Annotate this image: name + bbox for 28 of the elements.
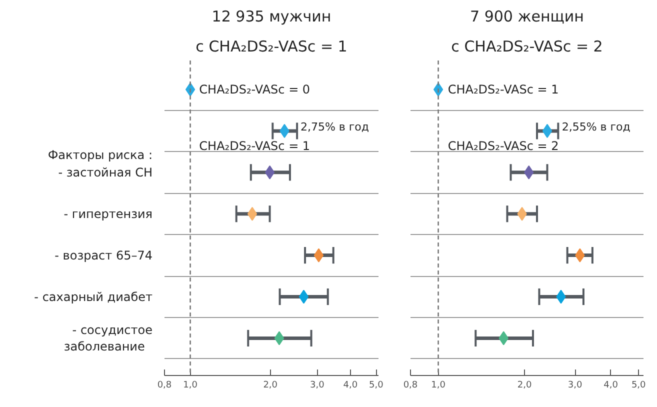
y-tick-label: - сахарный диабет [34, 290, 153, 304]
annotation: CHA₂DS₂-VASc = 0 [199, 82, 310, 97]
annotation: 2,55% в год [562, 120, 631, 134]
y-tick-label: - застойная СН [58, 165, 153, 180]
x-tick-label: 5,0 [631, 380, 646, 390]
chart-title: 12 935 мужчин [212, 8, 332, 26]
y-tick-label: - гипертензия [64, 206, 153, 221]
chart-subtitle: с CHA₂DS₂-VASc = 2 [451, 38, 603, 56]
y-tick-label: - сосудистое заболевание [64, 322, 153, 354]
x-tick-label: 4,0 [604, 380, 618, 390]
x-tick-label: 5,0 [369, 380, 384, 390]
x-tick-label: 4,0 [343, 380, 358, 390]
annotation: 2,75% в год [300, 120, 370, 134]
annotation: CHA₂DS₂-VASc = 1 [448, 82, 559, 97]
x-tick-label: 2,0 [517, 380, 532, 390]
x-tick-label: 0,8 [403, 380, 418, 390]
annotation: CHA₂DS₂-VASc = 1 [199, 138, 310, 153]
x-tick-label: 3,0 [310, 380, 325, 390]
chart-title: 7 900 женщин [470, 8, 584, 26]
x-tick-label: 1,0 [183, 380, 198, 390]
x-tick-label: 2,0 [263, 380, 278, 390]
y-tick-label: - возраст 65–74 [54, 248, 153, 262]
chart-subtitle: с CHA₂DS₂-VASc = 1 [196, 38, 348, 56]
annotation: CHA₂DS₂-VASc = 2 [448, 138, 559, 153]
text: Факторы риска : [48, 148, 153, 162]
x-tick-label: 1,0 [431, 380, 446, 390]
x-tick-label: 3,0 [568, 380, 582, 390]
x-tick-label: 0,8 [157, 380, 172, 390]
